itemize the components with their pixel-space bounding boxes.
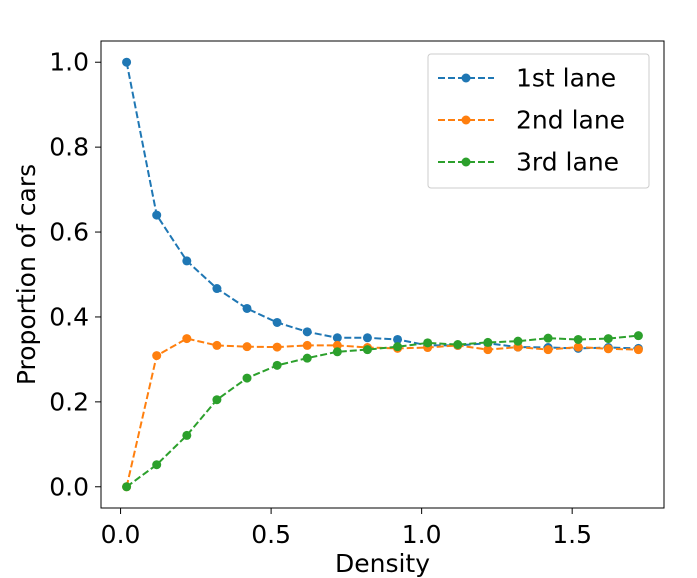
data-point: [332, 340, 342, 350]
data-point: [332, 333, 342, 343]
y-axis-label: Proportion of cars: [12, 164, 41, 385]
data-point: [543, 333, 553, 343]
y-tick-label: 0.6: [49, 218, 89, 247]
data-point: [212, 284, 222, 294]
data-point: [242, 373, 252, 383]
data-point: [272, 317, 282, 327]
data-point: [603, 344, 613, 354]
series-line: [125, 62, 639, 350]
data-point: [182, 334, 192, 344]
legend: 1st lane 2nd lane 3rd lane: [427, 53, 650, 189]
data-point: [332, 347, 342, 357]
data-point: [242, 342, 252, 352]
data-point: [543, 345, 553, 355]
data-point: [513, 336, 523, 346]
series-line: [126, 334, 639, 488]
data-point: [362, 345, 372, 355]
legend-label: 1st lane: [516, 64, 616, 93]
legend-box: [427, 53, 650, 189]
data-point: [393, 334, 403, 344]
y-tick-label: 1.0: [49, 48, 89, 77]
data-point: [453, 340, 463, 350]
data-point: [182, 256, 192, 266]
plot-area: [122, 57, 643, 492]
y-tick-label: 0.0: [49, 472, 89, 501]
data-point: [633, 345, 643, 355]
data-point: [483, 345, 493, 355]
x-tick-label: 1.0: [402, 520, 442, 549]
data-point: [182, 430, 192, 440]
data-point: [603, 334, 613, 344]
data-point: [122, 57, 132, 67]
legend-label: 2nd lane: [516, 106, 625, 135]
legend-item: 1st lane: [438, 64, 616, 93]
data-point: [393, 342, 403, 352]
data-point: [272, 360, 282, 370]
legend-marker: [461, 73, 471, 83]
data-point: [242, 303, 252, 313]
data-point: [302, 327, 312, 337]
data-point: [362, 333, 372, 343]
data-point: [152, 351, 162, 361]
y-tick-label: 0.8: [49, 133, 89, 162]
legend-label: 3rd lane: [516, 148, 619, 177]
data-point: [212, 395, 222, 405]
legend-marker: [461, 157, 471, 167]
legend-item: 2nd lane: [438, 106, 625, 135]
legend-item: 3rd lane: [438, 148, 619, 177]
data-point: [423, 338, 433, 348]
x-axis-label: Density: [335, 549, 430, 578]
x-tick-label: 0.0: [101, 520, 141, 549]
data-point: [152, 460, 162, 470]
tick-layer: 0.0 0.5 1.0 1.5 0.0 0.2 0.4 0.6 0.8 1.0: [49, 48, 592, 549]
data-point: [633, 331, 643, 341]
data-point: [302, 340, 312, 350]
legend-marker: [461, 115, 471, 125]
data-point: [122, 482, 132, 492]
y-tick-label: 0.4: [49, 302, 89, 331]
data-point: [302, 353, 312, 363]
axes-frame: [100, 40, 665, 509]
data-point: [483, 337, 493, 347]
data-point: [573, 334, 583, 344]
data-point: [573, 342, 583, 352]
x-tick-label: 1.5: [552, 520, 592, 549]
series-3: [122, 331, 643, 492]
data-point: [212, 340, 222, 350]
y-tick-label: 0.2: [49, 387, 89, 416]
data-point: [152, 210, 162, 220]
data-point: [272, 342, 282, 352]
x-tick-label: 0.5: [251, 520, 291, 549]
